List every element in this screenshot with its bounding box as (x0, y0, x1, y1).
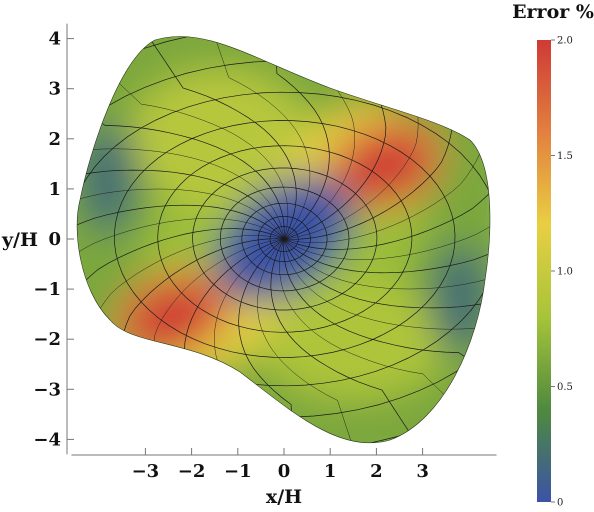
colorbar: Error % 0 0.5 1.0 1.5 2.0 (512, 1, 594, 509)
x-tick-label: −3 (132, 461, 160, 482)
y-tick-label: −4 (33, 429, 61, 450)
x-axis-ticks: −3 −2 −1 0 1 2 3 (132, 448, 429, 482)
colorbar-tick-label: 0 (557, 498, 563, 509)
colorbar-tick-label: 1.0 (557, 267, 573, 278)
mesh-radial-30 (115, 36, 297, 240)
x-tick-label: 1 (324, 461, 337, 482)
y-tick-label: −2 (33, 329, 61, 350)
y-tick-label: 3 (48, 79, 61, 100)
x-axis-title: x/H (266, 486, 302, 508)
x-tick-label: 2 (370, 461, 383, 482)
mesh-radial-28 (77, 49, 285, 240)
mesh-radial-7 (283, 177, 490, 260)
mesh-radial-20 (77, 238, 285, 441)
colorbar-tick-label: 0.5 (557, 382, 573, 393)
colorbar-ticks: 0 0.5 1.0 1.5 2.0 (551, 36, 573, 509)
mesh-radial-25 (77, 188, 285, 240)
cold-region-1 (78, 123, 139, 234)
axes: −3 −2 −1 0 1 2 3 4 3 2 1 0 −1 −2 −3 −4 (33, 23, 497, 482)
x-tick-label: −2 (178, 461, 206, 482)
mesh-radial-31 (191, 36, 311, 240)
mesh-radial-9 (283, 238, 490, 290)
mesh-radial-26 (77, 140, 285, 240)
mesh-radial-1 (283, 36, 356, 240)
x-tick-label: 3 (416, 461, 429, 482)
mesh-radial-16 (238, 238, 297, 443)
hotspot-1 (128, 284, 218, 349)
colorbar-title: Error % (512, 1, 594, 23)
mesh-radial-11 (283, 238, 490, 386)
mesh-radial-6 (283, 125, 490, 250)
mesh-radial-14 (270, 238, 448, 443)
mesh-radial-21 (77, 235, 285, 400)
cold-region-2 (429, 244, 490, 355)
domain-outline (76, 36, 491, 444)
mesh-radial-5 (283, 78, 490, 243)
hotspot-0 (341, 134, 431, 199)
y-tick-label: −1 (33, 279, 61, 300)
field-layer-2 (258, 279, 449, 400)
y-tick-label: 2 (48, 129, 61, 150)
colorbar-gradient (537, 40, 551, 502)
mesh-radial-24 (77, 204, 285, 248)
y-tick-label: 4 (48, 29, 61, 50)
mesh-radial-8 (283, 230, 490, 274)
mesh-radial-4 (283, 37, 490, 240)
mesh-radial-10 (283, 238, 490, 338)
y-axis-title: y/H (1, 229, 38, 251)
mesh-radial-15 (257, 238, 374, 443)
x-tick-label: −1 (224, 461, 252, 482)
y-tick-label: 0 (48, 229, 61, 250)
mesh-radial-12 (283, 238, 490, 429)
y-tick-label: 1 (48, 179, 61, 200)
mesh-radial-23 (77, 218, 285, 301)
colorbar-tick-label: 2.0 (557, 36, 573, 47)
mesh-radial-0 (271, 36, 330, 240)
y-tick-label: −3 (33, 379, 61, 400)
x-tick-label: 0 (278, 461, 291, 482)
y-axis-ticks: 4 3 2 1 0 −1 −2 −3 −4 (33, 29, 74, 450)
field-layer-1 (129, 68, 310, 209)
colorbar-tick-label: 1.5 (557, 151, 573, 162)
mesh-radial-27 (77, 92, 285, 240)
mesh-radial-2 (283, 36, 431, 240)
mesh-radial-22 (77, 228, 285, 353)
